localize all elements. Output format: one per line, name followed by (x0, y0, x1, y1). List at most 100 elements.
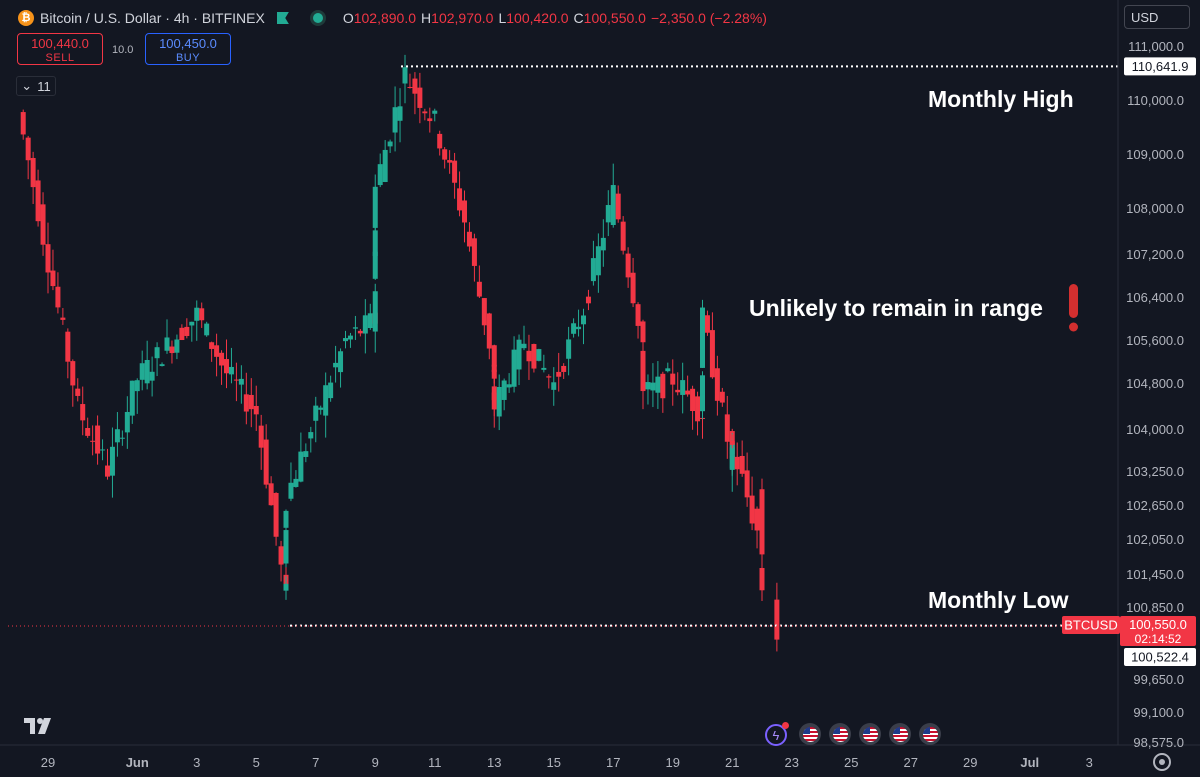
candle-body (209, 342, 215, 349)
symbol-title[interactable]: Bitcoin / U.S. Dollar · 4h · BITFINEX (40, 10, 265, 26)
flash-icon[interactable]: ϟ (765, 722, 789, 746)
candle-body (700, 387, 705, 412)
candle-body (759, 568, 765, 591)
sell-button[interactable]: 100,440.0 SELL (17, 33, 103, 65)
price-tick-label: 111,000.0 (1128, 39, 1184, 54)
candle-body (149, 371, 155, 381)
price-tick-label: 107,200.0 (1126, 247, 1184, 262)
candle-body (640, 377, 646, 392)
currency-select[interactable]: USD (1124, 5, 1190, 29)
us-flag-icon[interactable] (889, 723, 911, 745)
candle-body (491, 364, 497, 379)
candle-body (40, 204, 46, 245)
candle-body (214, 345, 220, 357)
candle-body (139, 363, 145, 380)
candle-body (635, 304, 641, 326)
us-flag-icon[interactable] (919, 723, 941, 745)
time-tick-label: 29 (41, 755, 55, 770)
candle-body (551, 382, 557, 390)
tradingview-logo-icon[interactable] (24, 716, 54, 736)
candle-body (714, 368, 720, 401)
candle-body (685, 390, 691, 395)
price-tick-label: 98,575.0 (1133, 735, 1184, 750)
time-tick-label: 27 (904, 755, 918, 770)
candle-body (100, 449, 106, 451)
candle-body (536, 349, 542, 361)
candle-body (119, 437, 125, 439)
candle-body (531, 344, 537, 369)
bitcoin-icon: ₿ (18, 10, 34, 26)
candle-body (134, 380, 140, 392)
last-price-bg (1120, 616, 1196, 646)
price-tick-label: 102,050.0 (1126, 532, 1184, 547)
candle-body (313, 405, 319, 421)
exclamation-icon (1069, 284, 1078, 332)
candle-body (328, 382, 334, 399)
price-tick-label: 103,250.0 (1126, 464, 1184, 479)
candle-body (105, 465, 110, 477)
candle-body (288, 482, 294, 499)
candle-body (268, 483, 274, 506)
time-tick-label: 9 (372, 755, 379, 770)
candle-body (298, 451, 304, 482)
candle-body (372, 291, 378, 332)
candle-body (352, 327, 358, 329)
candle-body (204, 323, 210, 336)
time-tick-label: Jul (1020, 755, 1039, 770)
candle-body (600, 237, 606, 251)
candle-body (675, 389, 681, 393)
candle-body (377, 164, 383, 186)
candle-body (625, 253, 631, 278)
candle-body (402, 67, 408, 84)
candle-body (655, 376, 661, 393)
buy-button[interactable]: 100,450.0 BUY (145, 33, 231, 65)
candle-body (20, 112, 26, 135)
candle-body (585, 296, 591, 304)
candle-body (466, 231, 472, 247)
candle-body (506, 384, 512, 388)
candle-body (700, 375, 705, 395)
candle-body (511, 349, 517, 387)
countdown-label: 02:14:52 (1135, 632, 1182, 646)
time-tick-label: 15 (547, 755, 561, 770)
candle-body (462, 200, 467, 223)
monthly-high-annotation: Monthly High (928, 86, 1074, 112)
gear-icon[interactable] (1153, 753, 1171, 771)
candle-body (774, 599, 780, 640)
us-flag-icon[interactable] (859, 723, 881, 745)
candle-body (397, 106, 403, 121)
price-tick-label: 110,000.0 (1127, 93, 1184, 108)
candle-body (630, 272, 636, 304)
candle-body (645, 382, 651, 390)
candle-body (709, 330, 715, 378)
indicators-toggle-button[interactable]: ⌄ 11 (16, 76, 56, 96)
us-flag-icon[interactable] (799, 723, 821, 745)
candle-body (700, 307, 705, 350)
flag-icon[interactable] (276, 12, 289, 24)
chevron-down-icon: ⌄ (21, 78, 33, 93)
candle-body (521, 343, 527, 349)
candle-body (566, 339, 572, 359)
time-axis[interactable]: 29 Jun 3 5 7 9 11 13 15 17 19 21 23 25 27 29 Jul 3 (41, 755, 1093, 770)
price-tick-label: 100,850.0 (1126, 600, 1184, 615)
price-tick-label: 99,650.0 (1133, 672, 1184, 687)
candle-body (481, 298, 487, 326)
candle-body (704, 315, 710, 333)
candle-body (55, 286, 61, 308)
candle-body (144, 359, 150, 384)
candle-body (347, 335, 353, 340)
candle-body (90, 440, 96, 442)
candle-body (367, 313, 373, 329)
candle-body (333, 362, 339, 368)
candle-body (124, 411, 130, 433)
monthly-low-price-label: 100,522.4 (1131, 650, 1189, 665)
monthly-high-price-label: 110,641.9 (1132, 59, 1189, 74)
price-tick-label: 101,450.0 (1126, 567, 1184, 582)
candle-body (164, 337, 170, 351)
price-axis[interactable]: 111,000.0 110,000.0 109,000.0 108,000.0 107,… (1126, 39, 1184, 750)
candle-body (224, 359, 229, 374)
candle-body (759, 516, 765, 555)
time-tick-label: Jun (126, 755, 149, 770)
us-flag-icon[interactable] (829, 723, 851, 745)
